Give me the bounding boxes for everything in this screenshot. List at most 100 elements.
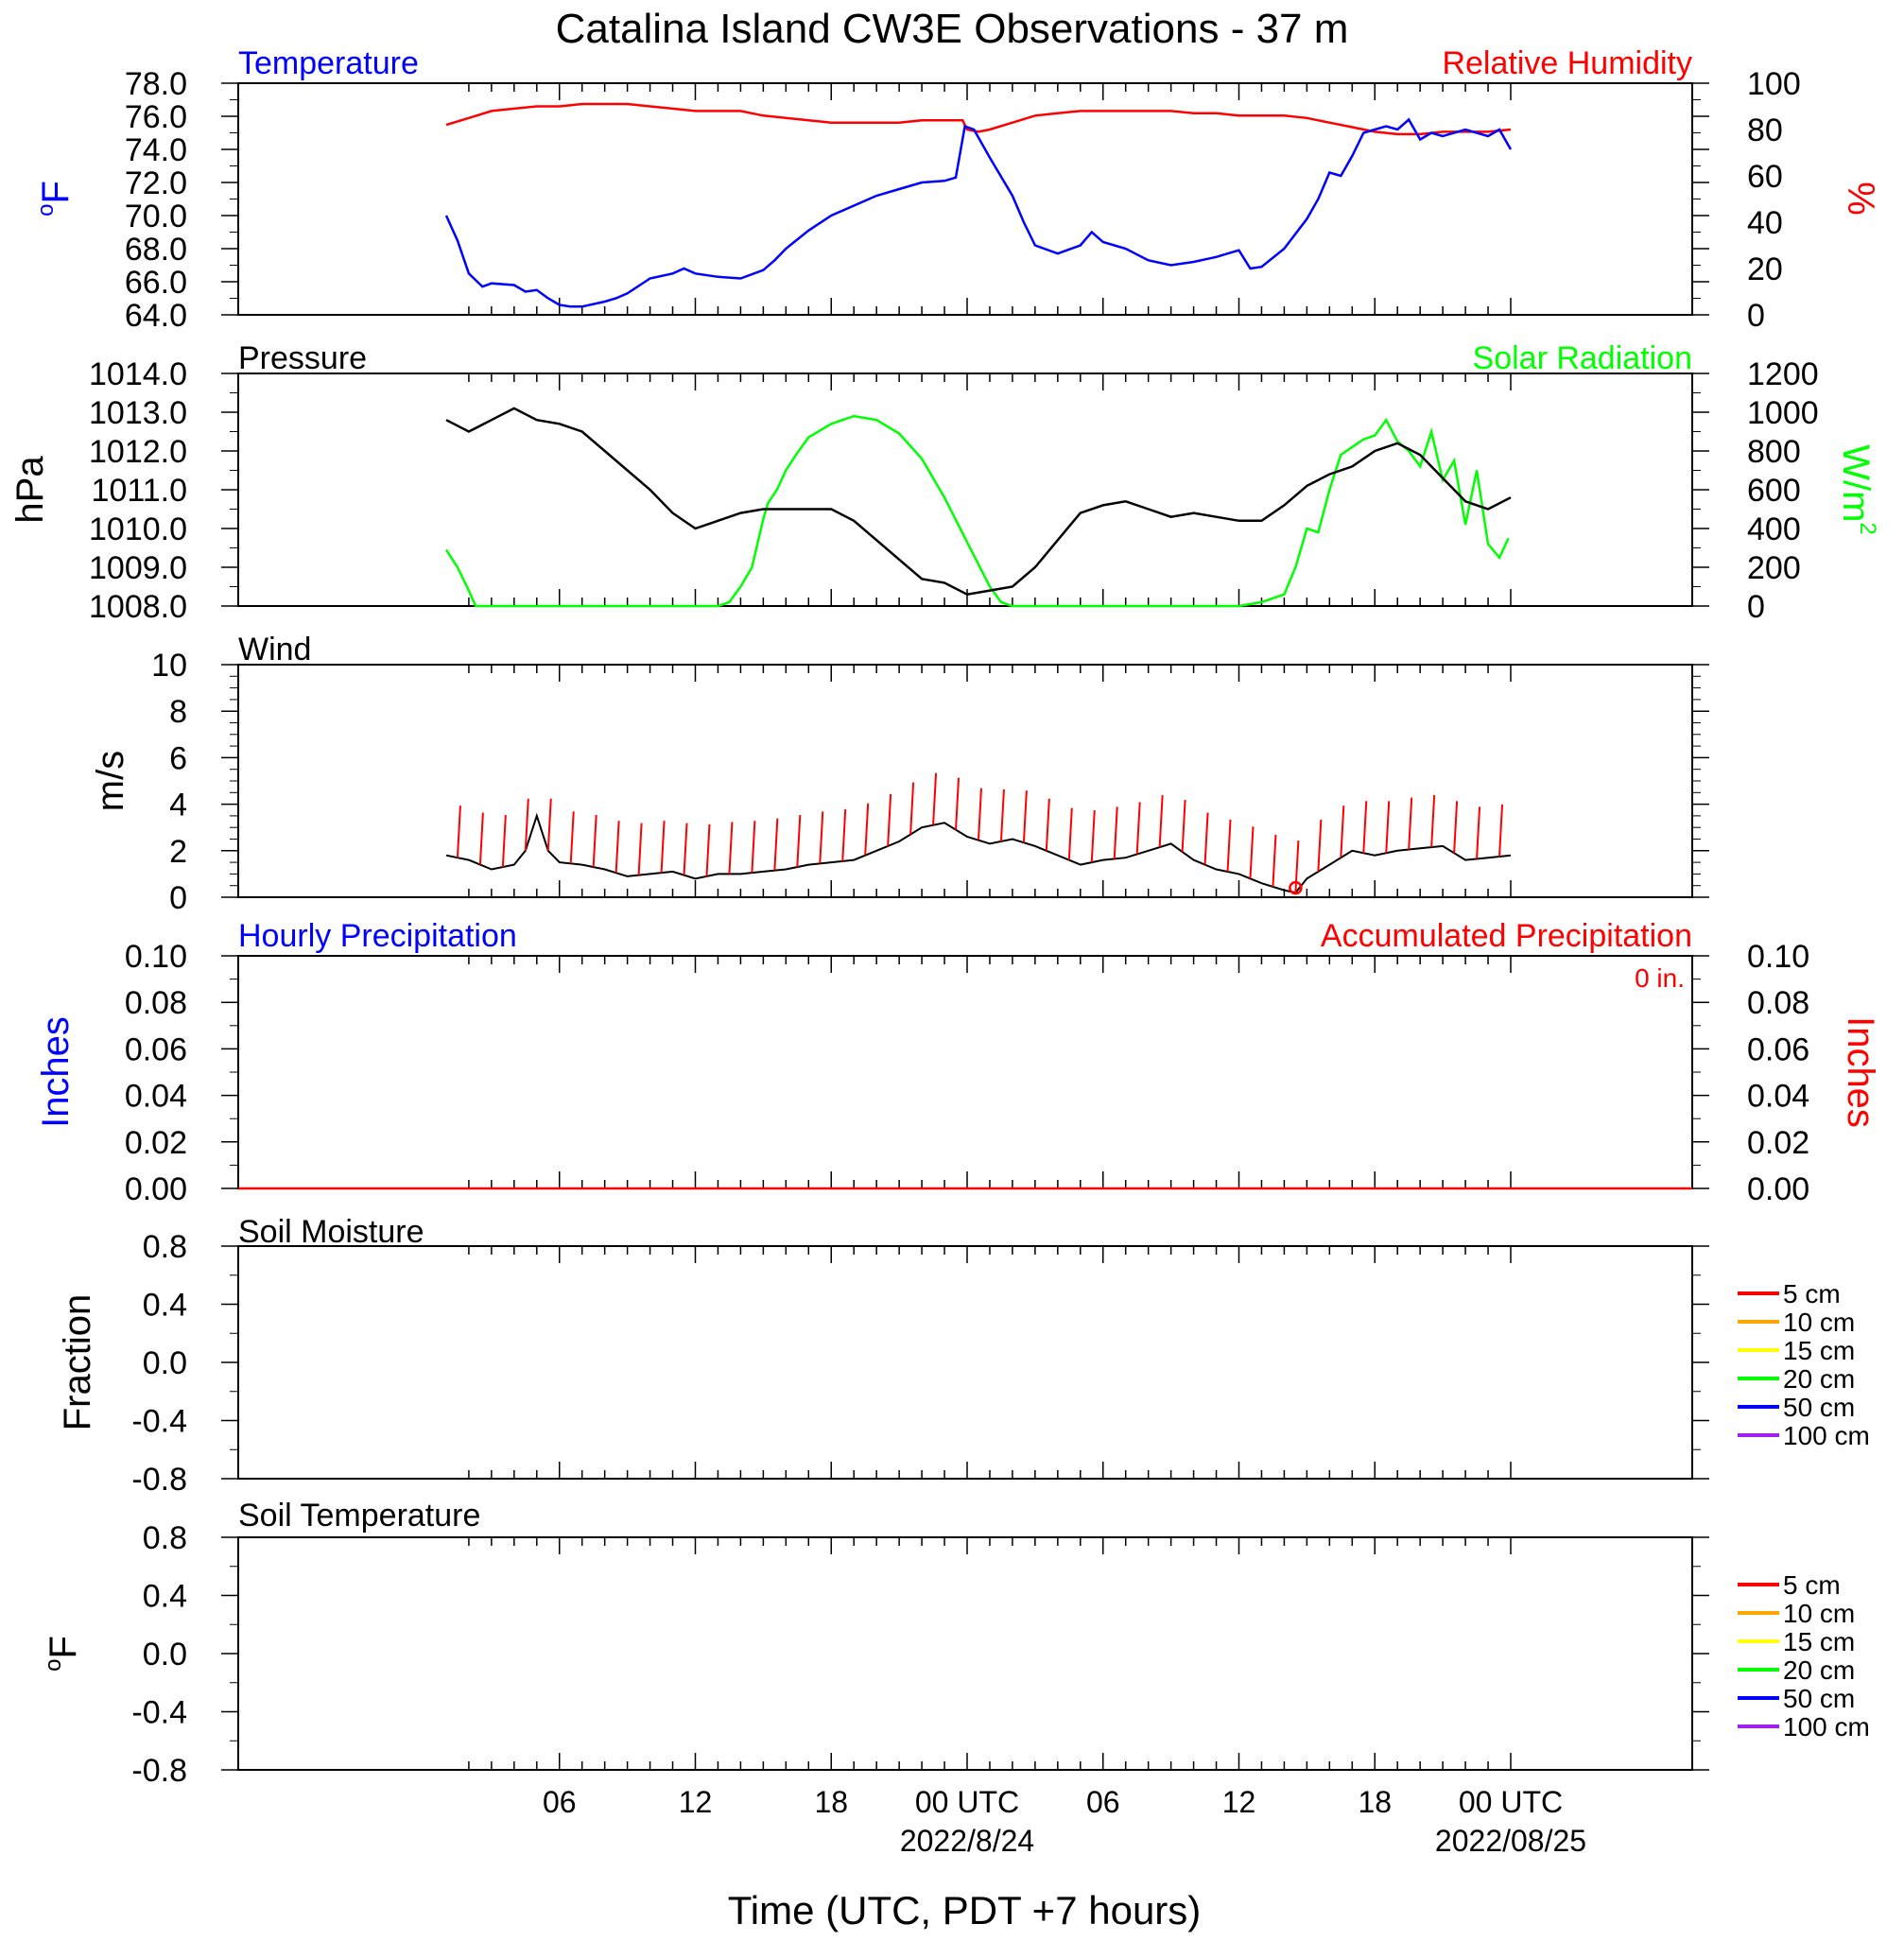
wind-barb — [1453, 801, 1459, 854]
wind-axis-tick-label: 4 — [169, 788, 187, 823]
hourly-precip-axis-tick-label: 0.10 — [125, 939, 187, 975]
soil-moisture-legend-label: 20 cm — [1783, 1364, 1855, 1394]
accum-precip-axis-tick-label: 0.00 — [1747, 1171, 1809, 1207]
pressure-axis-tick-label: 1008.0 — [89, 589, 187, 625]
pressure-axis-tick-label: 1010.0 — [89, 511, 187, 547]
soil-moisture-title: Soil Moisture — [238, 1214, 424, 1250]
wind-barb — [501, 814, 507, 868]
temperature-axis-tick-label: 66.0 — [125, 265, 187, 301]
wind-barb — [864, 803, 870, 856]
soil-moisture-axis-tick-label: 0.0 — [143, 1345, 187, 1381]
x-tick-label: 12 — [1222, 1785, 1256, 1819]
humidity-axis-tick-label: 100 — [1747, 66, 1801, 102]
hourly-precip-axis-tick-label: 0.06 — [125, 1031, 187, 1067]
solar-units: W/m2 — [1835, 444, 1880, 535]
soil-moisture-axis-tick-label: 0.4 — [143, 1288, 187, 1324]
soil-temp-units: oF — [41, 1636, 84, 1672]
solar-title: Solar Radiation — [1473, 340, 1692, 376]
wind-barb — [1362, 801, 1368, 854]
chart-title: Catalina Island CW3E Observations - 37 m — [556, 6, 1349, 52]
temperature-axis-tick-label: 68.0 — [125, 232, 187, 268]
wind-title: Wind — [238, 632, 311, 667]
wind-line — [445, 812, 1512, 894]
solar-line — [444, 414, 1510, 608]
wind-barb — [637, 823, 643, 875]
x-date-label: 2022/08/25 — [1435, 1824, 1586, 1858]
wind-axis-tick-label: 6 — [169, 740, 187, 776]
wind-barb — [751, 821, 756, 874]
wind-barb — [1135, 802, 1141, 855]
humidity-axis-tick-label: 40 — [1747, 205, 1783, 241]
wind-barb — [773, 818, 779, 871]
soil-temp-legend-label: 15 cm — [1783, 1627, 1855, 1656]
soil-temp-axis-tick-label: 0.8 — [143, 1520, 187, 1556]
wind-barb — [1203, 812, 1209, 865]
wind-barb — [1476, 806, 1481, 859]
hourly-precip-title: Hourly Precipitation — [238, 918, 517, 954]
solar-axis-tick-label: 1000 — [1747, 395, 1819, 431]
accum-precip-axis-tick-label: 0.06 — [1747, 1031, 1809, 1067]
x-tick-label: 12 — [679, 1785, 713, 1819]
x-tick-label: 06 — [1086, 1785, 1120, 1819]
wind-barb — [955, 777, 961, 830]
x-tick-label: 06 — [543, 1785, 577, 1819]
pressure-axis-tick-label: 1011.0 — [92, 473, 187, 509]
temperature-axis-tick-label: 78.0 — [125, 66, 187, 102]
soil-moisture-axis-tick-label: -0.8 — [131, 1462, 187, 1498]
humidity-title: Relative Humidity — [1442, 45, 1692, 81]
soil-temp-legend-label: 10 cm — [1783, 1599, 1855, 1628]
x-tick-label: 00 UTC — [915, 1785, 1019, 1819]
wind-barb — [614, 821, 620, 874]
wind-barb — [1385, 801, 1391, 854]
wind-barb — [1090, 810, 1096, 863]
soil-temp-axis-tick-label: -0.4 — [131, 1695, 187, 1731]
humidity-axis-tick-label: 0 — [1747, 298, 1765, 334]
pressure-axis-tick-label: 1009.0 — [89, 550, 187, 586]
wind-barb — [1272, 834, 1277, 887]
temperature-axis-tick-label: 74.0 — [125, 132, 187, 168]
solar-axis-tick-label: 1200 — [1747, 356, 1819, 392]
solar-axis-tick-label: 400 — [1747, 511, 1801, 547]
wind-barb — [705, 823, 711, 876]
accum-precip-units: Inches — [1840, 1016, 1881, 1128]
accum-precip-axis-tick-label: 0.08 — [1747, 985, 1809, 1021]
wind-barb — [728, 822, 734, 875]
hourly-precip-units: Inches — [35, 1016, 77, 1128]
wind-axis-tick-label: 2 — [169, 834, 187, 870]
soil-temp-axis-tick-label: 0.4 — [143, 1579, 187, 1615]
pressure-units: hPa — [9, 456, 51, 524]
wind-barb — [977, 788, 982, 841]
x-tick-label: 00 UTC — [1459, 1785, 1563, 1819]
humidity-units: % — [1840, 182, 1881, 216]
humidity-axis-tick-label: 20 — [1747, 251, 1783, 287]
wind-barb — [1317, 819, 1323, 872]
wind-barb — [524, 798, 529, 851]
temperature-units: oF — [33, 181, 77, 217]
wind-barb — [1022, 790, 1028, 843]
accum-precip-axis-tick-label: 0.02 — [1747, 1125, 1809, 1161]
temperature-line — [444, 117, 1513, 308]
wind-barb — [1249, 826, 1255, 879]
wind-barb — [819, 811, 824, 864]
wind-barb — [1226, 819, 1232, 872]
hourly-precip-axis-tick-label: 0.08 — [125, 985, 187, 1021]
wind-barb — [592, 814, 597, 868]
wind-units: m/s — [90, 751, 131, 811]
x-axis-title: Time (UTC, PDT +7 hours) — [728, 1888, 1202, 1932]
hourly-precip-axis-tick-label: 0.02 — [125, 1125, 187, 1161]
wind-barb — [887, 793, 892, 846]
humidity-axis-tick-label: 80 — [1747, 113, 1783, 148]
wind-barb — [683, 823, 688, 875]
soil-temp-axis-tick-label: 0.0 — [143, 1637, 187, 1672]
soil-temp-legend-label: 20 cm — [1783, 1655, 1855, 1685]
solar-axis-tick-label: 800 — [1747, 434, 1801, 470]
soil-temp-legend-label: 5 cm — [1783, 1570, 1841, 1600]
solar-axis-tick-label: 600 — [1747, 473, 1801, 509]
hourly-precip-axis-tick-label: 0.04 — [125, 1079, 187, 1115]
wind-barb — [841, 808, 847, 861]
wind-barb — [796, 814, 802, 868]
soil-moisture-legend-label: 10 cm — [1783, 1308, 1855, 1337]
x-tick-label: 18 — [814, 1785, 848, 1819]
wind-barb — [478, 812, 484, 865]
accum-total-label: 0 in. — [1635, 963, 1685, 993]
